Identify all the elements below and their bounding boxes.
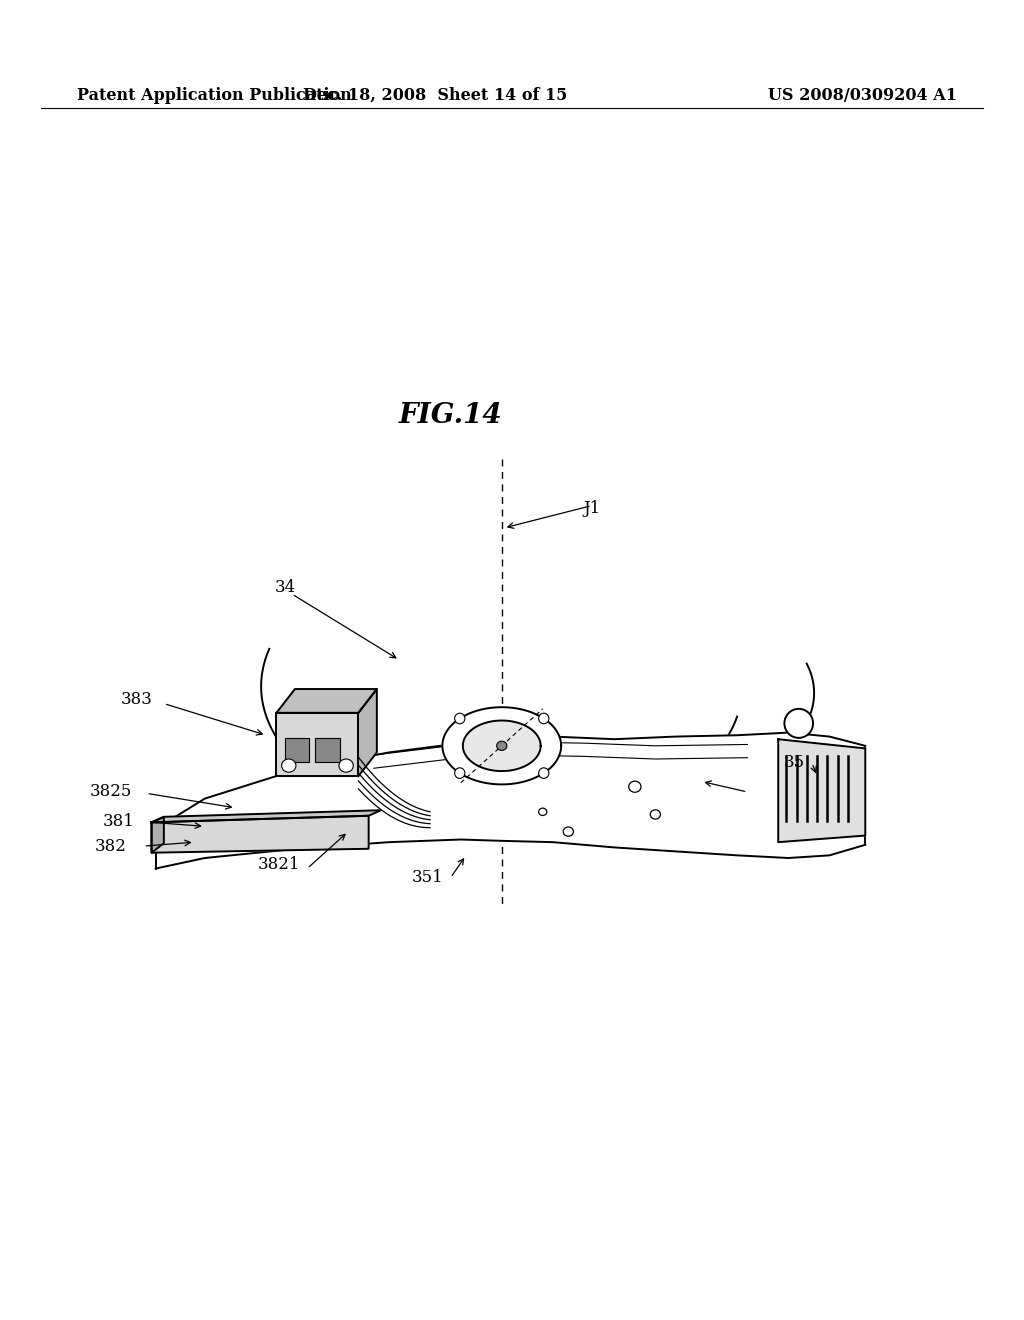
- Bar: [285, 738, 309, 762]
- Bar: [315, 738, 340, 762]
- Text: 3821: 3821: [258, 857, 301, 873]
- Polygon shape: [152, 816, 369, 853]
- Text: 381: 381: [102, 813, 134, 829]
- Ellipse shape: [339, 759, 353, 772]
- Text: 383: 383: [121, 692, 153, 708]
- Ellipse shape: [650, 809, 660, 818]
- Text: Patent Application Publication: Patent Application Publication: [77, 87, 351, 103]
- Text: FIG.14: FIG.14: [398, 403, 503, 429]
- Ellipse shape: [455, 768, 465, 779]
- Ellipse shape: [629, 781, 641, 792]
- Ellipse shape: [784, 709, 813, 738]
- Text: 382: 382: [95, 838, 127, 854]
- Text: 35: 35: [783, 755, 805, 771]
- Polygon shape: [152, 817, 164, 853]
- Polygon shape: [778, 739, 865, 842]
- Text: J1: J1: [584, 500, 601, 516]
- Polygon shape: [276, 713, 358, 776]
- Ellipse shape: [539, 768, 549, 779]
- Text: Dec. 18, 2008  Sheet 14 of 15: Dec. 18, 2008 Sheet 14 of 15: [303, 87, 567, 103]
- Ellipse shape: [539, 713, 549, 723]
- Ellipse shape: [539, 808, 547, 816]
- Ellipse shape: [282, 759, 296, 772]
- Ellipse shape: [497, 741, 507, 750]
- Text: 34: 34: [274, 579, 296, 595]
- Text: 351: 351: [412, 870, 443, 886]
- Text: 3825: 3825: [90, 784, 132, 800]
- Polygon shape: [276, 689, 377, 713]
- Ellipse shape: [563, 826, 573, 837]
- Polygon shape: [156, 733, 865, 869]
- Polygon shape: [358, 689, 377, 776]
- Polygon shape: [152, 810, 381, 822]
- Text: US 2008/0309204 A1: US 2008/0309204 A1: [768, 87, 957, 103]
- Ellipse shape: [455, 713, 465, 723]
- Polygon shape: [463, 721, 541, 771]
- Polygon shape: [442, 708, 561, 784]
